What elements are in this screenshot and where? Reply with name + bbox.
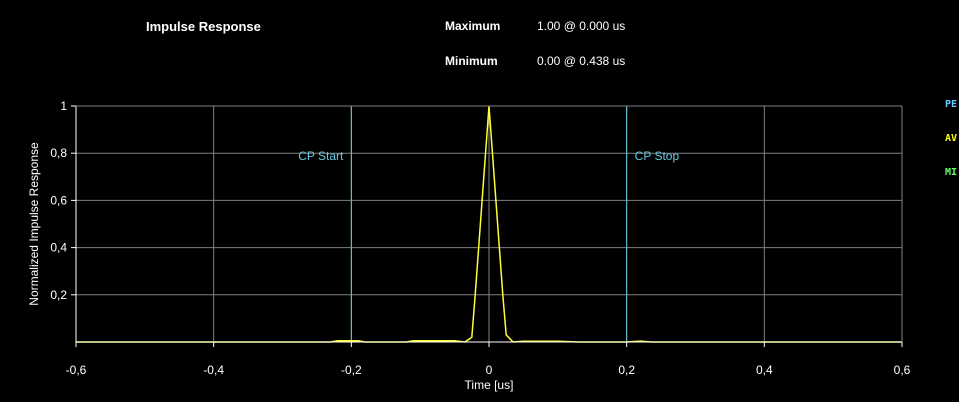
- minimum-label: Minimum: [445, 54, 498, 68]
- legend: PE AV MI: [945, 99, 957, 178]
- marker-label: CP Start: [298, 149, 344, 163]
- y-axis-label: Normalized Impulse Response: [27, 142, 41, 306]
- legend-entry: MI: [945, 167, 957, 178]
- chart-title: Impulse Response: [146, 19, 261, 34]
- x-axis-label: Time [us]: [465, 378, 514, 392]
- grid: [76, 106, 902, 342]
- x-tick-label: 0,4: [756, 363, 773, 377]
- chart-header: Impulse Response Maximum 1.00 @ 0.000 us…: [146, 19, 625, 68]
- tick-labels: -0,6 -0,4 -0,2 0 0,2 0,4 0,6 0,2 0,4 0,6 0,8 1: [50, 99, 910, 377]
- x-tick-label: 0,2: [618, 363, 635, 377]
- legend-entry: PE: [945, 99, 957, 110]
- y-tick-label: 0,2: [50, 288, 67, 302]
- maximum-value: 1.00 @ 0.000 us: [537, 19, 625, 33]
- x-tick-label: -0,2: [341, 363, 362, 377]
- x-tick-label: -0,4: [203, 363, 224, 377]
- y-tick-label: 0,6: [50, 193, 67, 207]
- cursor-markers: CP Start CP Stop: [298, 106, 679, 342]
- y-tick-label: 0,4: [50, 241, 67, 255]
- x-tick-label: 0: [486, 363, 493, 377]
- minimum-value: 0.00 @ 0.438 us: [537, 54, 625, 68]
- y-tick-label: 0,8: [50, 146, 67, 160]
- marker-label: CP Stop: [635, 149, 680, 163]
- legend-entry: AV: [945, 133, 957, 144]
- maximum-label: Maximum: [445, 19, 500, 33]
- x-tick-label: 0,6: [894, 363, 911, 377]
- y-tick-label: 1: [60, 99, 67, 113]
- x-tick-label: -0,6: [66, 363, 87, 377]
